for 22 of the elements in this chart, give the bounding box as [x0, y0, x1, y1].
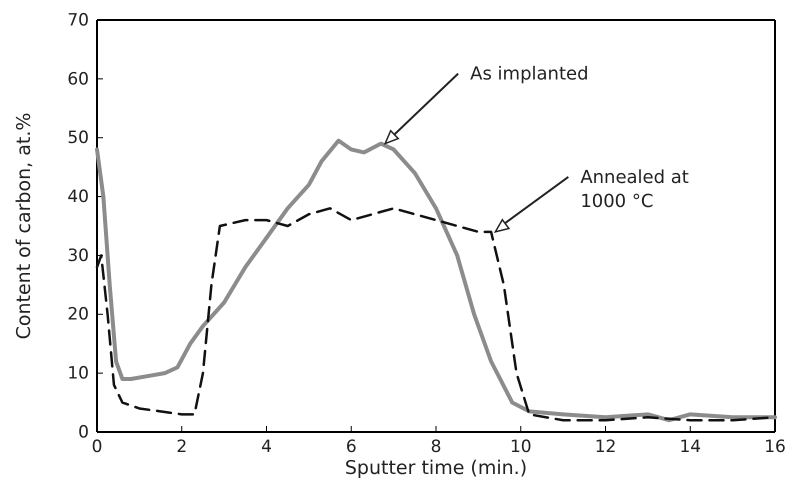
x-tick-label: 12: [594, 437, 616, 458]
line-series: [95, 138, 777, 422]
x-tick-label: 0: [92, 437, 102, 458]
y-tick-label: 70: [67, 10, 89, 30]
y-tick-label: 0: [78, 422, 89, 442]
x-tick-label: 14: [679, 437, 702, 458]
annotation: Annealed at 1000 °C: [580, 166, 689, 212]
x-tick-label: 6: [346, 437, 357, 458]
x-tick-label: 4: [261, 437, 272, 458]
x-axis-title: Sputter time (min.): [344, 457, 528, 478]
y-tick-label: 30: [67, 246, 89, 266]
x-tick-label: 16: [764, 437, 786, 458]
y-tick-label: 40: [67, 187, 89, 208]
x-tick-label: 2: [176, 437, 188, 458]
x-tick-label: 8: [430, 437, 442, 458]
y-axis-title: Content of carbon, at.%: [13, 112, 35, 340]
y-tick-label: 60: [67, 69, 89, 90]
annotation: As implanted: [470, 64, 589, 85]
y-tick-label: 50: [67, 128, 89, 148]
x-tick-label: 10: [510, 437, 532, 458]
y-tick-label: 10: [67, 364, 89, 384]
y-tick-label: 20: [67, 304, 89, 325]
